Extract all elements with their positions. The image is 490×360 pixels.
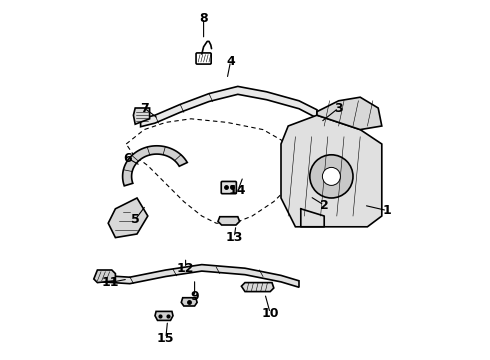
Text: 5: 5 <box>131 213 140 226</box>
Polygon shape <box>181 298 197 306</box>
Polygon shape <box>133 108 149 124</box>
Polygon shape <box>141 86 317 127</box>
Text: 7: 7 <box>140 102 148 114</box>
Polygon shape <box>317 97 382 130</box>
Polygon shape <box>101 265 299 287</box>
Polygon shape <box>94 270 116 283</box>
Polygon shape <box>155 311 173 320</box>
Text: 2: 2 <box>320 199 329 212</box>
Text: 10: 10 <box>262 307 279 320</box>
Polygon shape <box>122 146 187 186</box>
Text: 15: 15 <box>157 332 174 345</box>
Text: 9: 9 <box>190 291 199 303</box>
Text: 12: 12 <box>177 262 195 275</box>
Circle shape <box>310 155 353 198</box>
Polygon shape <box>242 283 274 292</box>
Text: 11: 11 <box>101 276 119 289</box>
Circle shape <box>322 167 341 185</box>
Polygon shape <box>108 198 148 238</box>
FancyBboxPatch shape <box>221 181 236 194</box>
FancyBboxPatch shape <box>196 53 211 64</box>
Text: 6: 6 <box>123 152 132 165</box>
Text: 4: 4 <box>226 55 235 68</box>
Text: 3: 3 <box>334 102 343 114</box>
Text: 13: 13 <box>225 231 243 244</box>
Polygon shape <box>218 217 240 225</box>
Text: 1: 1 <box>383 204 392 217</box>
Text: 14: 14 <box>229 184 246 197</box>
Text: 8: 8 <box>199 12 208 24</box>
Polygon shape <box>281 115 382 227</box>
